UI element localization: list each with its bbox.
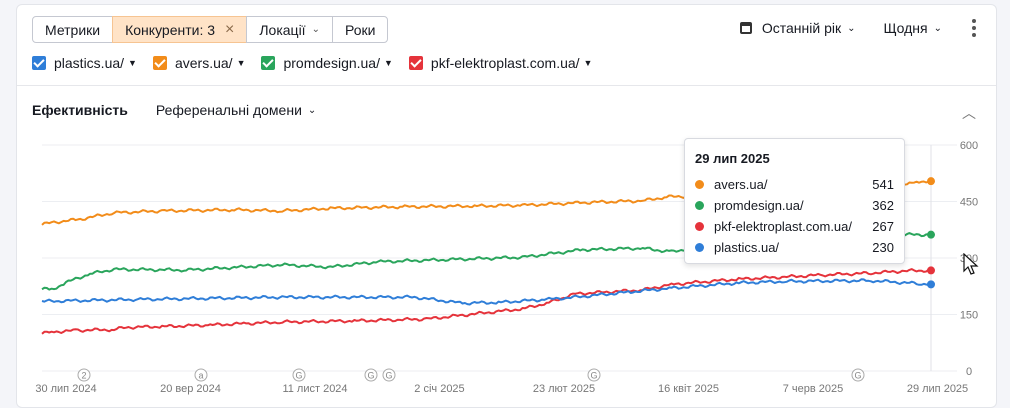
caret-down-icon[interactable]: ▼ — [128, 58, 137, 68]
series-end-point — [927, 230, 935, 239]
checkbox-icon[interactable] — [32, 56, 46, 70]
caret-down-icon[interactable]: ▼ — [384, 58, 393, 68]
annotation-label: G — [385, 371, 392, 381]
checkbox-icon[interactable] — [152, 56, 167, 70]
tooltip-row: pkf-elektroplast.com.ua/ 267 — [695, 216, 894, 237]
annotation-marker — [382, 368, 396, 382]
tooltip-row: avers.ua/ 541 — [695, 174, 894, 195]
legend-dot-icon — [695, 201, 704, 210]
section-header: Ефективність Референальні домени ⌄ — [32, 102, 316, 118]
calendar-icon — [739, 22, 752, 34]
metrics-filter[interactable]: Метрики — [32, 16, 114, 43]
tooltip-row: promdesign.ua/ 362 — [695, 195, 894, 216]
period-selector[interactable]: Останній рік ⌄ — [739, 20, 856, 36]
x-tick-label: 29 лип 2025 — [907, 383, 968, 395]
annotation-marker — [587, 368, 601, 382]
chevron-up-icon[interactable]: ︿ — [962, 105, 976, 121]
y-tick-label: 450 — [960, 197, 978, 209]
x-tick-label: 23 лют 2025 — [533, 383, 595, 395]
chevron-down-icon: ⌄ — [933, 22, 942, 34]
annotation-marker — [77, 368, 91, 382]
y-tick-label: 150 — [960, 310, 978, 322]
chart-tooltip: 29 лип 2025 avers.ua/ 541 promdesign.ua/… — [684, 138, 905, 264]
annotation-label: 2 — [81, 371, 86, 381]
legend-dot-icon — [695, 222, 704, 231]
y-tick-label: 0 — [966, 366, 972, 378]
series-end-point — [927, 177, 935, 186]
years-filter[interactable]: Роки — [331, 16, 389, 43]
close-icon[interactable]: × — [225, 20, 235, 38]
series-line — [41, 268, 932, 335]
x-tick-label: 16 квіт 2025 — [658, 383, 719, 395]
x-tick-label: 11 лист 2024 — [282, 383, 347, 395]
toolbar-right: Останній рік ⌄ Щодня ⌄ — [712, 19, 976, 37]
divider — [17, 85, 996, 86]
checkbox-icon[interactable] — [261, 56, 276, 70]
x-tick-label: 30 лип 2024 — [35, 383, 96, 395]
performance-card: Метрики Конкуренти: 3 × Локації ⌄ Роки Ост… — [16, 4, 997, 408]
filter-bar: Метрики Конкуренти: 3 × Локації ⌄ Роки — [32, 16, 389, 43]
granularity-selector[interactable]: Щодня ⌄ — [883, 20, 942, 36]
legend-dot-icon — [695, 243, 704, 252]
x-tick-label: 20 вер 2024 — [160, 383, 221, 395]
x-tick-label: 7 черв 2025 — [783, 383, 844, 395]
domain-toggle-plastics[interactable]: plastics.ua/▼ — [32, 55, 137, 71]
checkbox-icon[interactable] — [408, 56, 423, 70]
annotation-label: G — [295, 371, 302, 381]
chevron-down-icon: ⌄ — [311, 24, 320, 35]
caret-down-icon[interactable]: ▼ — [583, 58, 593, 68]
locations-filter[interactable]: Локації ⌄ — [246, 16, 333, 43]
tooltip-date: 29 лип 2025 — [695, 151, 770, 166]
section-title: Ефективність — [32, 102, 128, 118]
domain-toggle-pkf[interactable]: pkf-elektroplast.com.ua/▼ — [408, 55, 593, 71]
annotation-label: a — [198, 371, 203, 381]
series-end-point — [927, 266, 935, 275]
domain-toggle-avers[interactable]: avers.ua/▼ — [152, 55, 246, 71]
kebab-icon[interactable] — [972, 19, 976, 37]
annotation-marker — [194, 368, 208, 382]
competitors-filter[interactable]: Конкуренти: 3 × — [112, 16, 248, 43]
mouse-cursor-icon — [963, 253, 979, 275]
chevron-down-icon: ⌄ — [847, 22, 856, 34]
caret-down-icon[interactable]: ▼ — [236, 58, 246, 68]
annotation-label: G — [367, 371, 374, 381]
domain-legend: plastics.ua/▼ avers.ua/▼ promdesign.ua/▼… — [32, 55, 608, 71]
legend-dot-icon — [695, 180, 704, 189]
annotation-marker — [292, 368, 306, 382]
domain-toggle-promdesign[interactable]: promdesign.ua/▼ — [261, 55, 393, 71]
series-end-point — [927, 280, 935, 289]
x-tick-label: 2 січ 2025 — [414, 383, 464, 395]
tooltip-row: plastics.ua/ 230 — [695, 237, 894, 258]
series-line — [41, 278, 932, 306]
annotation-label: G — [590, 371, 597, 381]
annotation-marker — [851, 368, 865, 382]
metric-dropdown[interactable]: Референальні домени ⌄ — [155, 102, 317, 118]
y-tick-label: 600 — [960, 140, 978, 152]
chevron-down-icon: ⌄ — [307, 104, 317, 116]
annotation-label: G — [854, 371, 861, 381]
annotation-marker — [364, 368, 378, 382]
